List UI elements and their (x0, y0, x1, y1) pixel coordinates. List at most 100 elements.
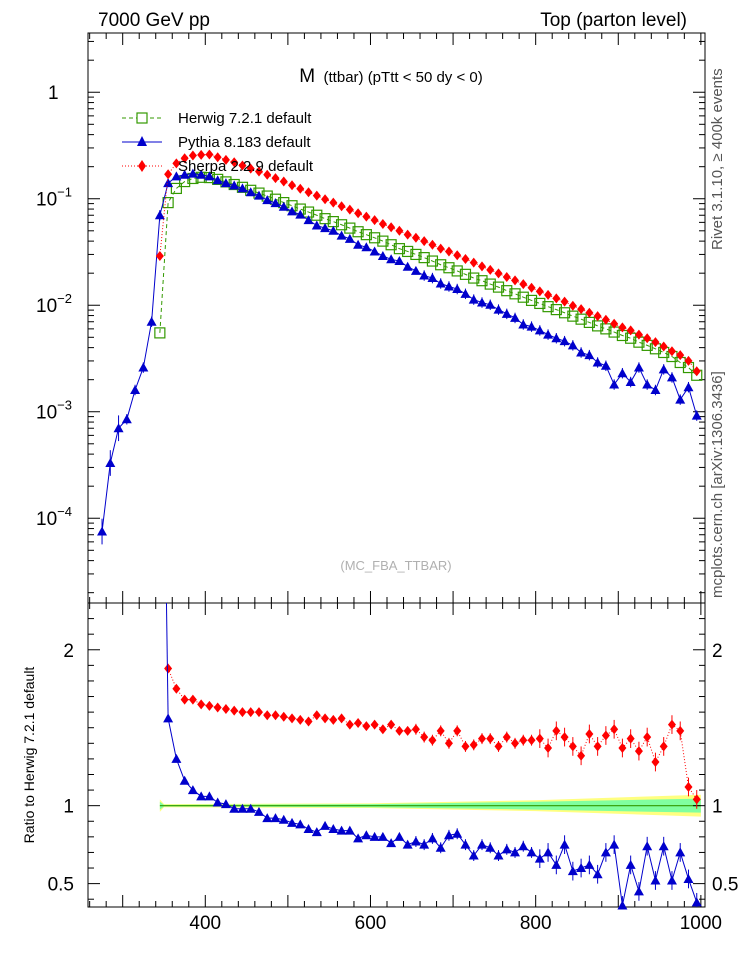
top-y-tick-label: 1 (48, 83, 59, 104)
ratio-point-sherpa (254, 707, 263, 718)
point-sherpa (535, 286, 544, 297)
tick-exponent: −2 (57, 291, 72, 306)
point-pythia (435, 278, 446, 288)
point-pythia (609, 379, 620, 389)
ratio-point-sherpa (477, 733, 486, 744)
point-pythia (320, 223, 331, 233)
top-x-ticks (89, 33, 702, 603)
ratio-point-sherpa (197, 699, 206, 710)
legend-herwig-marker (136, 112, 148, 124)
ratio-point-sherpa (667, 719, 676, 730)
point-sherpa (420, 236, 429, 247)
tick-exponent: −4 (57, 504, 72, 519)
ratio-point-pythia (320, 820, 331, 830)
watermark: (MC_FBA_TTBAR) (340, 558, 451, 573)
point-sherpa (469, 257, 478, 268)
ratio-y-tick-label: 2 (63, 641, 74, 662)
point-herwig (575, 313, 587, 325)
point-sherpa (197, 149, 206, 160)
ratio-point-sherpa (304, 716, 313, 727)
point-pythia (295, 209, 306, 219)
point-pythia (179, 169, 190, 179)
ratio-point-sherpa (172, 683, 181, 694)
ratio-point-pythia (443, 830, 454, 840)
point-sherpa (593, 311, 602, 322)
point-pythia (559, 336, 570, 346)
point-pythia (534, 325, 545, 335)
ratio-point-pythia (600, 847, 611, 857)
ratio-point-sherpa (692, 794, 701, 805)
point-sherpa (387, 222, 396, 233)
point-sherpa (511, 275, 520, 286)
point-sherpa (312, 190, 321, 201)
ratio-point-pythia (691, 897, 702, 907)
legend-herwig-label: Herwig 7.2.1 default (178, 110, 312, 127)
point-pythia (237, 183, 248, 193)
point-sherpa (634, 329, 643, 340)
header-right: Top (parton level) (540, 10, 687, 31)
point-pythia (386, 254, 397, 264)
ratio-point-pythia (386, 838, 397, 848)
ratio-point-sherpa (329, 714, 338, 725)
ratio-point-sherpa (453, 725, 462, 736)
ratio-panel: 0.5 0.5 1 1 2 2 400 600 800 1000 Ratio to Herwig… (21, 602, 738, 934)
point-pythia (600, 360, 611, 370)
ratio-point-sherpa (519, 735, 528, 746)
ratio-point-sherpa (205, 700, 214, 711)
point-pythia (336, 230, 347, 240)
point-herwig (558, 307, 571, 319)
point-sherpa (337, 201, 346, 212)
point-sherpa (659, 341, 668, 352)
point-herwig (360, 229, 372, 241)
point-sherpa (527, 282, 536, 293)
point-sherpa (164, 169, 173, 180)
point-sherpa (544, 289, 553, 300)
top-y-tick-label: 10−1 (36, 185, 72, 211)
point-pythia (650, 385, 661, 395)
point-herwig (484, 278, 496, 290)
ratio-point-pythia (237, 803, 248, 813)
point-pythia (501, 308, 512, 318)
point-sherpa (684, 355, 693, 366)
ratio-point-pythia (510, 847, 521, 857)
point-pythia (138, 362, 149, 372)
x-axis: 400 600 800 1000 (89, 603, 722, 934)
legend-pythia-label: Pythia 8.183 default (178, 134, 311, 151)
ratio-point-pythia (666, 875, 677, 885)
point-pythia (642, 379, 653, 389)
point-herwig (426, 255, 439, 267)
point-sherpa (288, 180, 297, 191)
tick-exponent: −1 (57, 185, 72, 200)
ratio-point-sherpa (387, 719, 396, 730)
point-sherpa (519, 279, 528, 290)
point-sherpa (568, 300, 577, 311)
ratio-point-sherpa (676, 725, 685, 736)
ratio-point-sherpa (420, 732, 429, 743)
x-tick-label: 1000 (680, 913, 722, 934)
point-sherpa (411, 232, 420, 243)
title-sub: (ttbar) (pTtt < 50 dy < 0) (324, 69, 483, 86)
ratio-point-sherpa (428, 735, 437, 746)
ratio-point-sherpa (263, 710, 272, 721)
legend-herwig: Herwig 7.2.1 default (122, 110, 312, 127)
point-pythia (328, 225, 339, 235)
ratio-point-sherpa (337, 713, 346, 724)
point-pythia (287, 206, 298, 216)
ratio-point-pythia (394, 831, 405, 841)
ratio-point-pythia (592, 869, 603, 879)
point-sherpa (585, 307, 594, 318)
point-pythia (270, 198, 281, 208)
point-sherpa (502, 272, 511, 283)
point-herwig (369, 232, 381, 244)
point-pythia (576, 347, 587, 357)
point-sherpa (618, 322, 627, 333)
legend: Herwig 7.2.1 default Pythia 8.183 defaul… (122, 110, 314, 175)
ratio-point-pythia (452, 828, 463, 838)
ratio-point-sherpa (296, 714, 305, 725)
point-herwig (154, 327, 166, 339)
point-sherpa (486, 264, 495, 275)
point-herwig (443, 262, 455, 274)
ratio-point-pythia (675, 847, 686, 857)
point-pythia (163, 178, 174, 188)
